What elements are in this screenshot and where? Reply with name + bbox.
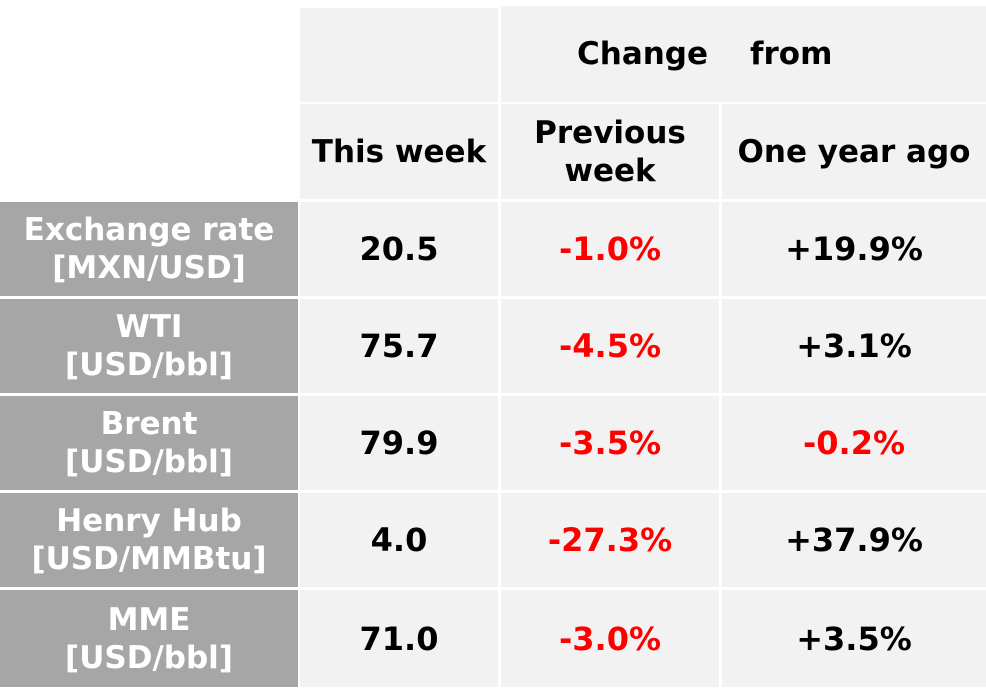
- previous-week-header-line2: week: [564, 152, 656, 189]
- row-label-unit: [USD/MMBtu]: [31, 541, 267, 577]
- this-week-value: 4.0: [300, 493, 498, 587]
- previous-week-change: -4.5%: [501, 299, 719, 393]
- one-year-ago-change: +3.1%: [722, 299, 986, 393]
- row-label-unit: [USD/bbl]: [65, 347, 233, 383]
- one-year-ago-header: One year ago: [722, 104, 986, 199]
- one-year-ago-change: +37.9%: [722, 493, 986, 587]
- row-label-name: WTI: [115, 309, 183, 345]
- row-label-name: Exchange rate: [23, 212, 275, 248]
- previous-week-header: Previous week: [501, 104, 719, 199]
- row-label-unit: [USD/bbl]: [65, 444, 233, 480]
- row-label: WTI [USD/bbl]: [0, 299, 298, 393]
- row-label-name: MME: [107, 601, 191, 638]
- this-week-header-label: This week: [311, 133, 487, 170]
- previous-week-change: -3.5%: [501, 396, 719, 490]
- row-label-name: Henry Hub: [56, 503, 242, 539]
- previous-week-header-line1: Previous: [534, 114, 686, 151]
- row-label: Exchange rate [MXN/USD]: [0, 202, 298, 296]
- change-from-header: Change from: [501, 6, 986, 102]
- this-week-value: 71.0: [300, 590, 498, 687]
- previous-week-change: -27.3%: [501, 493, 719, 587]
- this-week-header: This week: [300, 104, 498, 199]
- row-label-unit: [MXN/USD]: [52, 250, 246, 286]
- one-year-ago-change: -0.2%: [722, 396, 986, 490]
- this-week-value: 75.7: [300, 299, 498, 393]
- this-week-value: 20.5: [300, 202, 498, 296]
- row-label-unit: [USD/bbl]: [65, 639, 233, 676]
- one-year-ago-change: +19.9%: [722, 202, 986, 296]
- header-blank-this-week: [300, 8, 498, 102]
- row-label: Brent [USD/bbl]: [0, 396, 298, 490]
- one-year-ago-change: +3.5%: [722, 590, 986, 687]
- from-word: from: [750, 36, 833, 72]
- previous-week-change: -1.0%: [501, 202, 719, 296]
- previous-week-change: -3.0%: [501, 590, 719, 687]
- this-week-value: 79.9: [300, 396, 498, 490]
- row-label: Henry Hub [USD/MMBtu]: [0, 493, 298, 587]
- row-label-name: Brent: [100, 406, 198, 442]
- one-year-ago-header-label: One year ago: [737, 133, 971, 170]
- change-word: Change: [577, 36, 709, 72]
- row-label: MME [USD/bbl]: [0, 590, 298, 687]
